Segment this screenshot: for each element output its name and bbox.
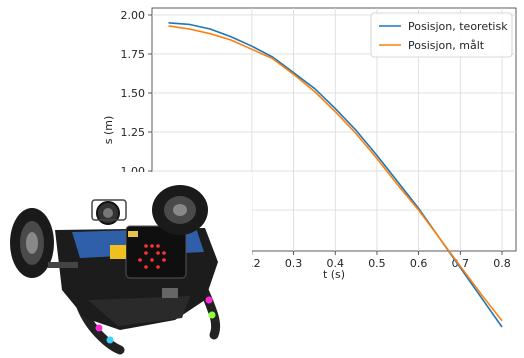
microbit-leds xyxy=(138,244,166,269)
x-tick-label: 0.6 xyxy=(410,257,428,270)
series-lines xyxy=(168,22,503,328)
x-tick-label: 0.4 xyxy=(327,257,345,270)
y-axis-label: s (m) xyxy=(102,116,115,145)
wheel-left xyxy=(10,208,54,278)
x-axis-label: t (s) xyxy=(323,268,345,281)
y-tick-label: 1.25 xyxy=(121,126,146,139)
x-tick-label: 0.3 xyxy=(285,257,303,270)
legend-label-malt: Posisjon, målt xyxy=(408,39,485,52)
x-tick-label: 0.8 xyxy=(493,257,511,270)
legend-label-teoretisk: Posisjon, teoretisk xyxy=(408,20,508,33)
wheel-right xyxy=(152,185,208,235)
y-tick-label: 1.75 xyxy=(121,48,146,61)
legend: Posisjon, teoretisk Posisjon, målt xyxy=(370,12,513,58)
y-tick-label: 2.00 xyxy=(121,9,146,22)
series-line-malt xyxy=(168,25,503,322)
x-tick-label: 0.5 xyxy=(368,257,386,270)
y-tick-label: 1.50 xyxy=(121,87,146,100)
robot-car-photo xyxy=(0,172,252,358)
legend-box xyxy=(370,12,513,58)
